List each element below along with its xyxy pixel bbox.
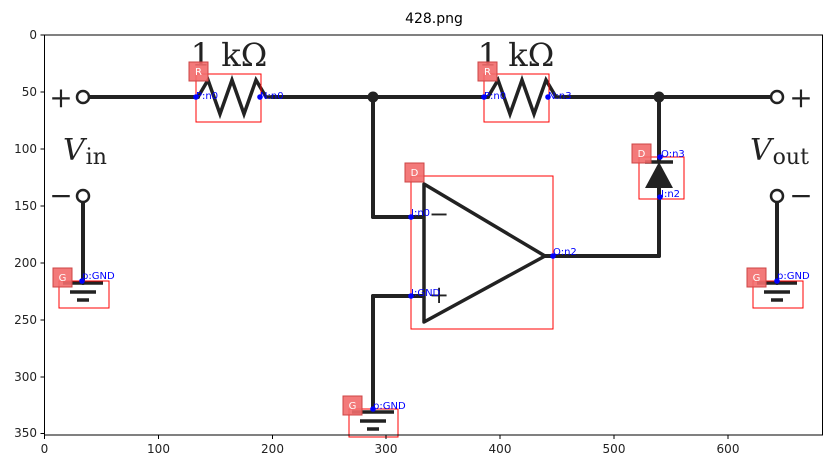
vout-minus-sign: −	[789, 179, 812, 212]
badge-text: R	[484, 67, 491, 78]
vin-label: Vin	[63, 133, 107, 170]
badge-text: G	[349, 401, 357, 412]
pin-point	[657, 154, 663, 160]
badge-resistor-1: R	[188, 61, 209, 82]
terminal-vout-plus	[769, 89, 785, 105]
vout-label: Vout	[750, 133, 809, 170]
pin-label: O:n2	[553, 247, 577, 258]
terminal-vin-plus	[75, 89, 91, 105]
pin-point	[79, 278, 85, 284]
pin-label: N:n0	[260, 91, 284, 102]
y-tick-label: 350	[14, 426, 37, 440]
badge-diode: D	[631, 143, 652, 164]
pin-point	[657, 194, 663, 200]
junction-dot	[653, 91, 665, 103]
pin-label: p:GND	[82, 271, 115, 282]
pin-point	[408, 214, 414, 220]
pin-label: P:n0	[484, 91, 506, 102]
badge-resistor-2: R	[477, 61, 498, 82]
x-tick-label: 500	[603, 442, 626, 456]
badge-ground-bottom: G	[342, 395, 363, 416]
diode-symbol	[645, 162, 673, 188]
x-tick-label: 0	[41, 442, 49, 456]
pin-label: P:n0	[196, 91, 218, 102]
pin-label: p:GND	[777, 271, 810, 282]
image-area: 1 kΩ 1 kΩ − + + − + − Vin Vout	[44, 35, 813, 438]
junction-dot	[367, 91, 379, 103]
pin-label: p:GND	[373, 401, 406, 412]
y-tick-label: 100	[14, 142, 37, 156]
badge-opamp: D	[404, 162, 425, 183]
pin-label: O:n3	[661, 149, 685, 160]
opamp-minus-sign: −	[429, 200, 449, 228]
vin-minus-sign: −	[49, 179, 72, 212]
pin-point	[774, 278, 780, 284]
opamp-plus-sign: +	[429, 281, 449, 309]
x-tick-label: 200	[261, 442, 284, 456]
pin-label: I:GND	[411, 288, 441, 299]
y-tick-label: 300	[14, 370, 37, 384]
y-tick-label: 0	[29, 28, 37, 42]
x-tick-label: 300	[375, 442, 398, 456]
badge-text: G	[753, 273, 761, 284]
pin-point	[550, 253, 556, 259]
resistor-2	[486, 74, 563, 120]
figure-title: 428.png	[405, 11, 463, 27]
y-tick-label: 150	[14, 199, 37, 213]
badge-text: D	[638, 149, 646, 160]
badge-text: G	[59, 273, 67, 284]
y-axis: 0 50 100 150 200 250 300 350	[14, 28, 45, 440]
pin-point	[481, 94, 487, 100]
badge-ground-left: G	[52, 267, 73, 288]
pin-label: I:n0	[411, 208, 430, 219]
pin-point	[257, 94, 263, 100]
x-tick-label: 400	[489, 442, 512, 456]
y-tick-label: 50	[22, 85, 37, 99]
pin-point	[408, 293, 414, 299]
vout-plus-sign: +	[789, 81, 812, 114]
axes-frame	[44, 34, 823, 436]
x-tick-label: 600	[717, 442, 740, 456]
x-axis: 0 100 200 300 400 500 600	[41, 435, 740, 456]
terminal-vin-minus	[75, 188, 91, 204]
y-tick-label: 200	[14, 256, 37, 270]
pin-point	[370, 406, 376, 412]
pin-points	[79, 94, 780, 412]
resistor-1	[196, 74, 272, 120]
badge-text: D	[411, 168, 419, 179]
y-tick-label: 250	[14, 313, 37, 327]
badge-text: R	[195, 67, 202, 78]
circuit-wires	[81, 95, 783, 412]
pin-label: I:n2	[661, 189, 680, 200]
pin-point	[545, 94, 551, 100]
opamp-symbol	[422, 182, 547, 324]
pin-label: N:n3	[548, 91, 572, 102]
bbox-opamp	[410, 175, 554, 330]
pin-point	[193, 94, 199, 100]
badge-ground-right: G	[746, 267, 767, 288]
terminal-vout-minus	[769, 188, 785, 204]
vin-plus-sign: +	[49, 81, 72, 114]
x-tick-label: 100	[147, 442, 170, 456]
